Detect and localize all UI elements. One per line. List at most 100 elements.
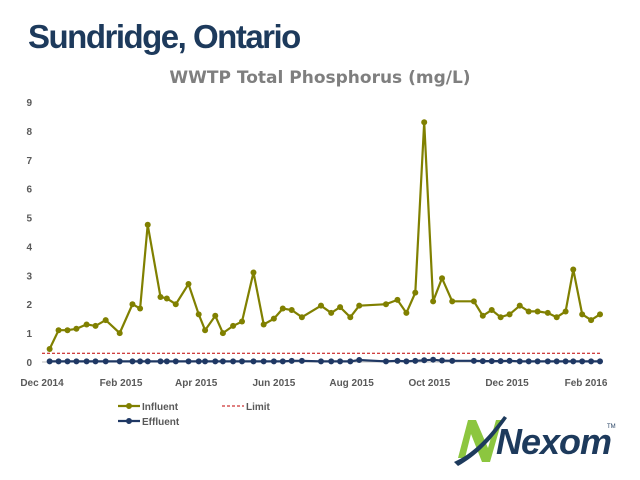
effluent-point — [219, 358, 226, 365]
influent-point — [347, 314, 354, 321]
logo-swoosh-green-icon — [458, 420, 502, 462]
effluent-point — [488, 358, 495, 365]
influent-point — [239, 318, 246, 325]
x-tick-label: Dec 2015 — [485, 378, 529, 389]
influent-point — [337, 304, 344, 311]
influent-point — [55, 327, 62, 334]
influent-point — [412, 289, 419, 296]
influent-point — [579, 311, 586, 318]
effluent-point — [230, 358, 237, 365]
effluent-point — [347, 358, 354, 365]
effluent-point — [212, 358, 219, 365]
y-tick-label: 3 — [26, 271, 32, 282]
influent-point — [212, 312, 219, 319]
effluent-point — [588, 358, 595, 365]
influent-point — [202, 327, 209, 334]
influent-point — [516, 302, 523, 309]
effluent-point — [250, 358, 257, 365]
y-tick-label: 1 — [26, 329, 32, 340]
effluent-point — [298, 357, 305, 364]
influent-point — [356, 302, 363, 309]
effluent-point — [55, 358, 62, 365]
effluent-point — [116, 358, 123, 365]
effluent-point — [597, 358, 604, 365]
x-tick-label: Feb 2015 — [100, 378, 143, 389]
y-tick-label: 9 — [26, 98, 32, 109]
effluent-point — [318, 358, 325, 365]
influent-point — [46, 346, 53, 352]
influent-point — [298, 314, 305, 321]
influent-point — [83, 321, 90, 328]
influent-point — [470, 298, 477, 305]
y-tick-label: 6 — [26, 185, 32, 196]
effluent-point — [163, 358, 170, 365]
effluent-point — [202, 358, 209, 365]
y-tick-label: 0 — [26, 358, 32, 369]
legend-influent-label: Influent — [142, 402, 179, 413]
x-tick-label: Aug 2015 — [329, 378, 374, 389]
effluent-point — [73, 358, 80, 365]
influent-point — [144, 221, 151, 228]
influent-point — [129, 301, 136, 308]
influent-point — [73, 325, 80, 332]
effluent-point — [544, 358, 551, 365]
legend-influent-marker — [126, 403, 132, 409]
legend-limit-label: Limit — [246, 402, 271, 413]
effluent-point — [403, 358, 410, 365]
effluent-point — [506, 357, 513, 364]
influent-point — [185, 281, 192, 287]
effluent-point — [470, 357, 477, 364]
effluent-point — [430, 356, 437, 363]
influent-point — [318, 302, 325, 309]
effluent-point — [553, 358, 560, 365]
effluent-point — [449, 357, 456, 364]
influent-point — [157, 294, 164, 300]
influent-point — [479, 312, 486, 319]
y-tick-label: 5 — [26, 214, 32, 225]
effluent-point — [497, 358, 504, 365]
effluent-point — [570, 358, 577, 365]
effluent-point — [144, 358, 151, 365]
influent-point — [172, 301, 179, 308]
effluent-point — [239, 358, 246, 365]
influent-point — [270, 315, 277, 322]
influent-point — [163, 295, 170, 302]
influent-point — [439, 275, 446, 282]
influent-point — [534, 308, 541, 315]
effluent-point — [516, 358, 523, 365]
influent-point — [553, 314, 560, 321]
influent-point — [260, 321, 267, 328]
effluent-point — [172, 358, 179, 365]
effluent-point — [421, 357, 428, 364]
influent-point — [488, 307, 495, 313]
influent-point — [116, 330, 123, 337]
effluent-point — [412, 357, 419, 364]
effluent-point — [137, 358, 144, 365]
effluent-point — [394, 357, 401, 364]
chart-title: WWTP Total Phosphorus (mg/L) — [169, 68, 471, 88]
effluent-point — [102, 358, 109, 365]
effluent-point — [479, 358, 486, 365]
influent-point — [544, 309, 551, 316]
y-tick-label: 7 — [26, 156, 32, 167]
influent-point — [279, 305, 286, 312]
effluent-point — [356, 356, 363, 363]
effluent-point — [579, 358, 586, 365]
effluent-point — [83, 358, 90, 365]
influent-point — [219, 330, 226, 337]
influent-point — [382, 301, 389, 308]
influent-point — [92, 322, 99, 329]
influent-point — [288, 307, 295, 313]
legend-effluent-label: Effluent — [142, 417, 180, 428]
effluent-point — [337, 358, 344, 365]
influent-point — [597, 311, 604, 318]
influent-point — [588, 317, 595, 324]
influent-point — [421, 119, 428, 126]
effluent-point — [92, 358, 99, 365]
x-tick-label: Feb 2016 — [565, 378, 608, 389]
influent-point — [250, 269, 257, 276]
effluent-point — [279, 358, 286, 365]
influent-point — [328, 309, 335, 316]
legend-effluent-marker — [126, 418, 132, 424]
